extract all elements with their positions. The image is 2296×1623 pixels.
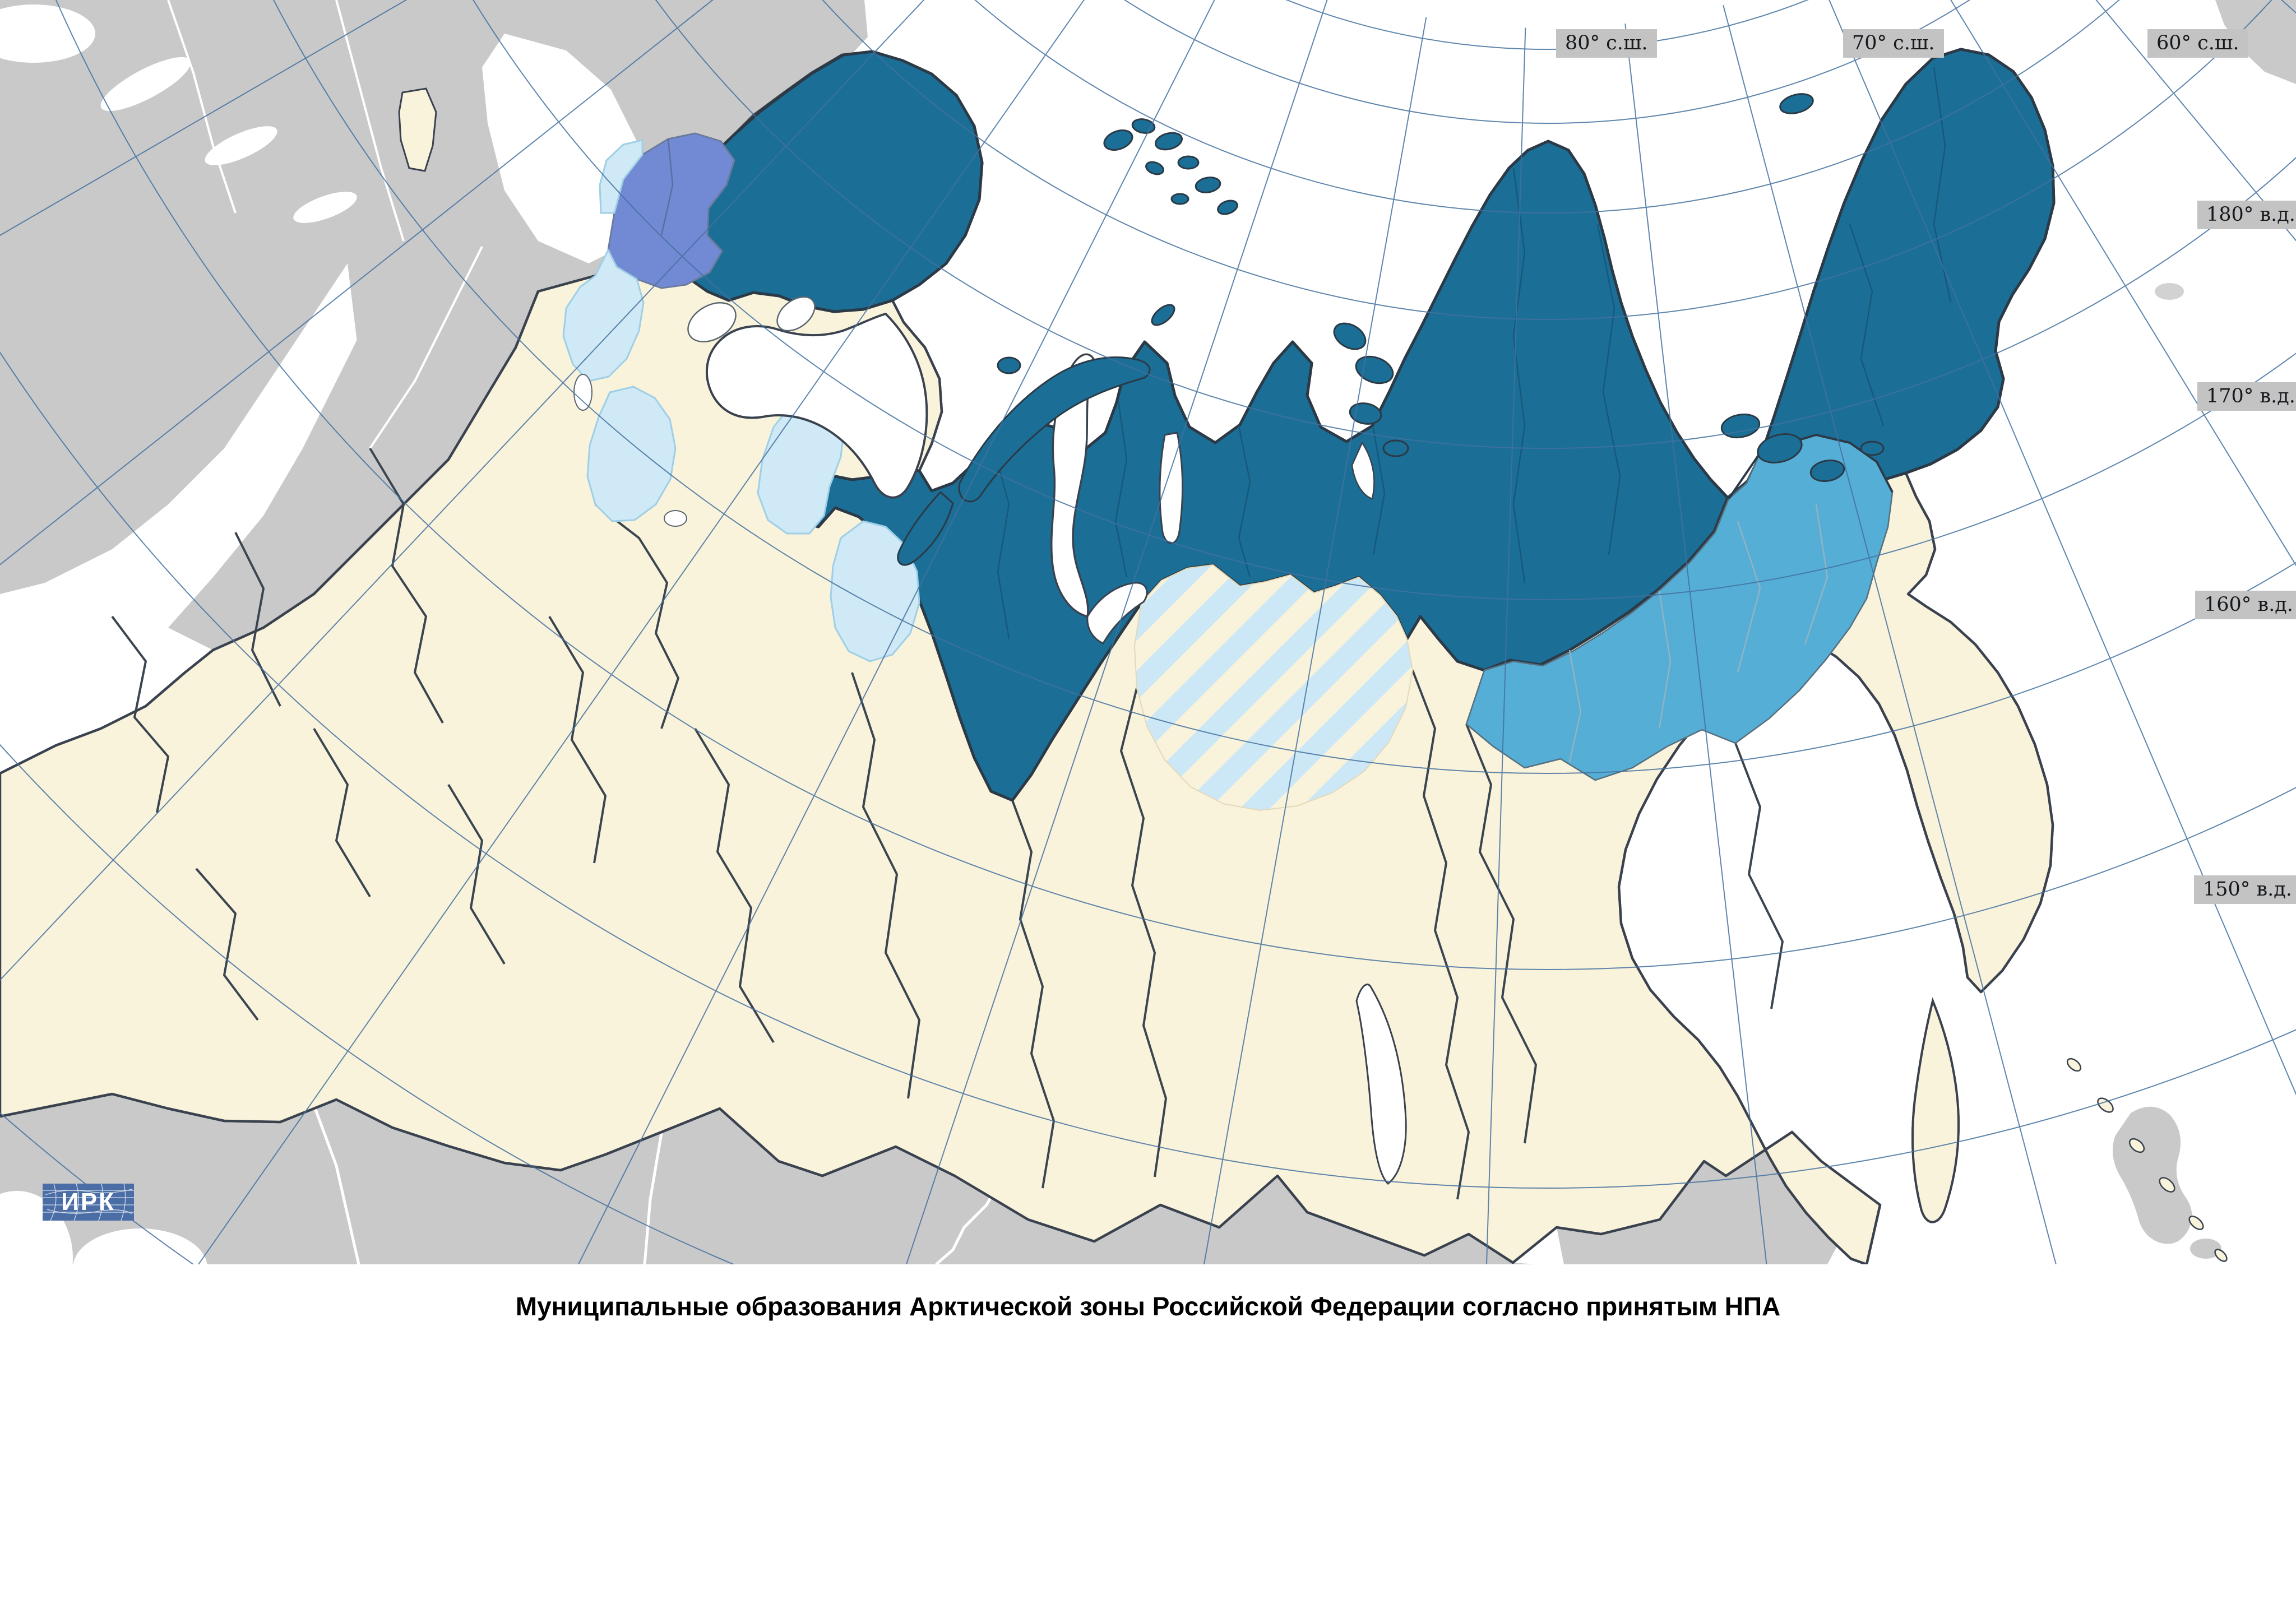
franz-josef-land [1177,155,1200,170]
severnaya-zemlya [1333,322,1367,350]
legend-title: Муниципальные образования Арктической зо… [515,1292,1781,1321]
franz-josef-land [1103,129,1133,151]
graticule [0,0,2296,1264]
severnaya-zemlya [1382,439,1409,457]
longitude-label-160: 160° в.д. [2195,591,2296,619]
novaya-zemlya-north [958,356,1151,503]
lake-baikal [1355,984,1407,1185]
kaliningrad-exclave [398,87,437,172]
country-borders [167,0,483,449]
lake-onega [776,296,816,332]
russia-arctic-map [0,0,2296,1264]
franz-josef-land [1155,132,1183,151]
new-siberian-islands [1720,413,1761,439]
water-features [573,296,1407,1185]
district-borders-chukotka [1849,67,1952,426]
japan-island [2190,1239,2221,1259]
vaygach-island [1151,304,1175,326]
longitude-label-150: 150° в.д. [2194,875,2296,904]
baltic-states-land [168,247,538,650]
black-sea [73,1228,207,1264]
latitude-label-70: 70° с.ш. [1843,29,1944,58]
lake-ilmen [664,510,687,527]
franz-josef-land [1170,193,1189,205]
longitude-label-170: 170° в.д. [2197,382,2296,411]
arctic-islands [897,93,1885,566]
district-borders-2014 [991,168,1621,639]
zone-2020-regions [562,139,920,662]
franz-josef-land [1195,177,1221,193]
irk-logo: ИРК [43,1184,134,1221]
longitude-label-180: 180° в.д. [2197,201,2296,229]
hatched-rural-settlements-zone [1133,564,1414,812]
foreign-landmasses [0,0,2296,1264]
lake-peipus [573,374,592,411]
latitude-label-80: 80° с.ш. [1556,29,1657,58]
st-lawrence-island [2155,283,2184,300]
kolguyev-island [997,356,1021,374]
irk-logo-text: ИРК [61,1188,115,1216]
irk-logo-decoration [43,1184,134,1221]
norwegian-sea-pocket [0,4,95,63]
new-siberian-islands [1809,460,1845,482]
lake-ladoga [687,302,737,342]
arctic-zone-regions [562,48,2056,812]
franz-josef-land [1217,200,1238,215]
fjord [293,192,357,223]
franz-josef-land [1145,161,1164,175]
white-sea [706,312,928,499]
wrangel-island [1779,93,1814,114]
alaska-land [2215,0,2296,84]
severnaya-zemlya [1349,402,1382,425]
kuril-islands [2066,1058,2228,1262]
new-siberian-islands [1757,433,1803,463]
fjord [100,57,191,112]
taz-estuary [1086,582,1148,644]
legend: Муниципальные образования Арктической зо… [0,1264,2296,1623]
svalbard-island [463,47,490,61]
severnaya-zemlya [1355,355,1394,384]
latitude-label-60: 60° с.ш. [2147,29,2248,58]
yenisei-gulf [1159,432,1184,544]
fjord [205,126,277,165]
novaya-zemlya-south [897,490,954,566]
southern-neighbours-land [0,1094,1536,1264]
map-canvas: 80° с.ш. 70° с.ш. 60° с.ш. 180° в.д. 170… [0,0,2296,1264]
new-siberian-islands [1860,440,1885,456]
svalbard-island [427,19,465,39]
khatanga-gulf [1351,441,1375,500]
district-borders-2019 [1568,504,1829,763]
